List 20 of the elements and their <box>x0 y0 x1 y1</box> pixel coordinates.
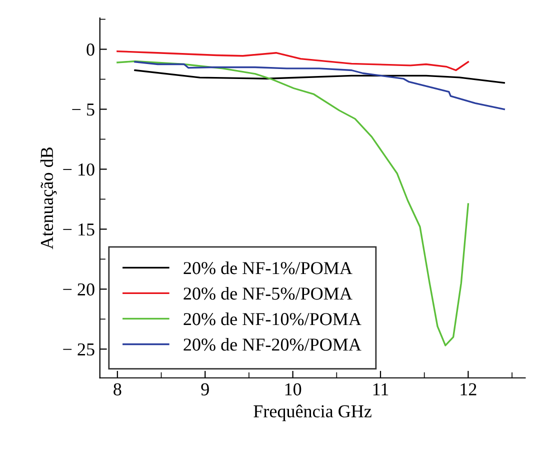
x-tick-label: 12 <box>460 383 476 396</box>
legend-label: 20% de NF-5%/POMA <box>184 287 352 300</box>
line-series <box>116 50 470 72</box>
y-tick-label: − 20 <box>63 283 94 296</box>
line-series <box>134 69 505 84</box>
y-axis-title: Atenuação dB <box>40 147 57 250</box>
legend-label: 20% de NF-10%/POMA <box>184 312 362 326</box>
x-axis-title: Frequência GHz <box>254 404 372 422</box>
y-tick-label: 0 <box>86 44 94 56</box>
y-tick-label: − 5 <box>72 104 94 116</box>
y-tick-label: − 25 <box>63 343 94 356</box>
x-tick-label: 10 <box>285 383 302 396</box>
x-tick-label: 8 <box>114 383 122 396</box>
line-series <box>134 61 505 110</box>
y-tick-label: − 15 <box>63 224 94 236</box>
legend-label: 20% de NF-20%/POMA <box>184 338 362 351</box>
x-tick-label: 11 <box>373 383 388 396</box>
y-tick-label: − 10 <box>63 163 94 176</box>
legend-label: 20% de NF-1%/POMA <box>184 261 352 274</box>
x-tick-label: 9 <box>201 383 209 396</box>
